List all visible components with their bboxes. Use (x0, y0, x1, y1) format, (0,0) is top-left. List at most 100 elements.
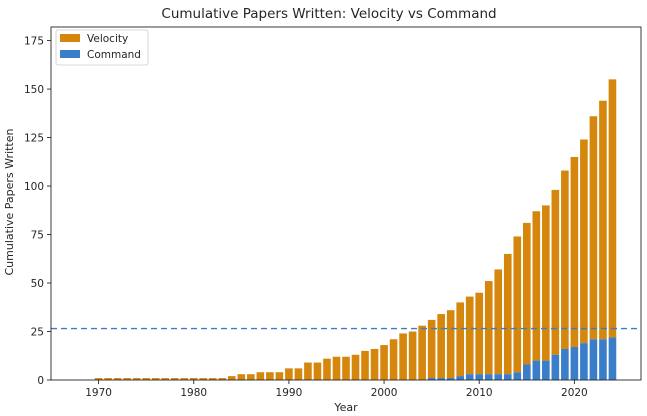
bar-velocity-1974 (132, 378, 141, 380)
bar-command-2021 (580, 343, 588, 380)
bar-velocity-1998 (361, 350, 369, 380)
bar-velocity-2006 (437, 314, 445, 379)
bar-velocity-1990 (285, 368, 293, 380)
bar-velocity-2021 (580, 139, 588, 344)
bar-command-2011 (484, 374, 493, 380)
bar-velocity-1980 (189, 378, 198, 380)
bar-command-2006 (437, 378, 445, 380)
bar-velocity-1978 (170, 378, 179, 380)
bar-velocity-1991 (294, 368, 303, 380)
bar-velocity-1973 (123, 378, 131, 380)
legend-label-command: Command (87, 49, 141, 61)
x-tick-label-1980: 1980 (180, 387, 207, 399)
bar-velocity-1987 (256, 372, 265, 380)
bar-velocity-1989 (275, 372, 284, 380)
x-tick-label-2020: 2020 (561, 387, 588, 399)
y-tick-label-125: 125 (24, 132, 44, 144)
bar-velocity-2003 (408, 331, 417, 380)
bar-velocity-2000 (380, 345, 388, 380)
legend-label-velocity: Velocity (87, 33, 128, 45)
bar-velocity-1999 (370, 348, 379, 380)
bars-group (94, 79, 617, 380)
bar-velocity-2013 (503, 253, 512, 375)
bar-velocity-2007 (446, 310, 455, 379)
x-tick-label-2000: 2000 (371, 387, 398, 399)
bar-command-2020 (570, 347, 579, 380)
bar-command-2009 (465, 374, 474, 380)
bar-velocity-1975 (142, 378, 150, 380)
chart-title: Cumulative Papers Written: Velocity vs C… (161, 6, 496, 22)
bar-velocity-2018 (551, 189, 560, 355)
bar-velocity-1970 (94, 378, 103, 380)
y-tick-label-175: 175 (24, 35, 44, 47)
bar-velocity-2008 (456, 302, 464, 377)
bar-command-2014 (513, 372, 522, 380)
bar-velocity-2005 (427, 319, 436, 379)
bar-velocity-1982 (208, 378, 217, 380)
y-tick-label-25: 25 (31, 326, 44, 338)
y-tick-label-100: 100 (24, 181, 44, 193)
bar-velocity-1997 (351, 354, 360, 380)
bar-velocity-2014 (513, 236, 522, 373)
y-ticks: 0 25 50 75 100 125 150 175 (24, 35, 51, 387)
bar-velocity-2004 (418, 325, 426, 380)
bar-velocity-1977 (161, 378, 169, 380)
y-tick-label-50: 50 (31, 278, 44, 290)
bar-velocity-1972 (113, 378, 122, 380)
bar-velocity-1993 (313, 362, 322, 380)
bar-velocity-2015 (523, 222, 531, 365)
bar-velocity-2020 (570, 156, 579, 348)
bar-velocity-1976 (151, 378, 160, 380)
bar-velocity-1979 (180, 378, 189, 380)
bar-velocity-2017 (542, 205, 550, 361)
bar-command-2016 (532, 360, 541, 380)
bar-command-2008 (456, 376, 464, 380)
y-tick-label-75: 75 (31, 229, 44, 241)
bar-command-2013 (503, 374, 512, 380)
bar-velocity-2011 (484, 281, 493, 375)
bar-command-2024 (608, 337, 617, 380)
bar-command-2015 (523, 364, 531, 380)
x-axis-label: Year (333, 401, 358, 414)
bar-velocity-2010 (475, 292, 484, 375)
bar-velocity-2012 (494, 269, 503, 375)
bar-velocity-2009 (465, 296, 474, 375)
bar-command-2007 (446, 378, 455, 380)
bar-velocity-2001 (389, 339, 398, 380)
bar-velocity-1996 (342, 356, 350, 380)
bar-velocity-2002 (399, 333, 407, 380)
y-tick-label-0: 0 (37, 375, 44, 387)
bar-velocity-1986 (247, 374, 255, 380)
bar-velocity-1984 (228, 376, 236, 380)
bar-command-2018 (551, 354, 560, 380)
bar-command-2017 (542, 360, 550, 380)
bar-velocity-2019 (561, 170, 569, 349)
bar-command-2005 (427, 378, 436, 380)
bar-velocity-1971 (104, 378, 112, 380)
bar-velocity-1988 (266, 372, 274, 380)
legend-swatch-command (60, 50, 80, 58)
plot-frame (50, 26, 642, 381)
legend-swatch-velocity (60, 34, 80, 42)
y-axis-label: Cumulative Papers Written (3, 128, 16, 275)
bar-velocity-1992 (304, 362, 312, 380)
bar-velocity-1985 (237, 374, 246, 380)
bar-velocity-1995 (332, 356, 341, 380)
x-ticks: 1970 1980 1990 2000 2010 2020 (85, 380, 588, 399)
bar-velocity-1994 (323, 358, 331, 380)
x-tick-label-1970: 1970 (85, 387, 112, 399)
bar-velocity-2016 (532, 211, 541, 361)
bar-velocity-1983 (218, 378, 227, 380)
legend: Velocity Command (55, 29, 149, 66)
bar-command-2023 (599, 339, 607, 380)
bar-velocity-1981 (199, 378, 208, 380)
bar-command-2019 (561, 348, 569, 380)
bar-velocity-2022 (589, 116, 598, 340)
bar-command-2022 (589, 339, 598, 380)
y-tick-label-150: 150 (24, 84, 44, 96)
bar-velocity-2023 (599, 100, 607, 340)
bar-velocity-2024 (608, 79, 617, 338)
bar-command-2012 (494, 374, 503, 380)
x-tick-label-2010: 2010 (466, 387, 493, 399)
